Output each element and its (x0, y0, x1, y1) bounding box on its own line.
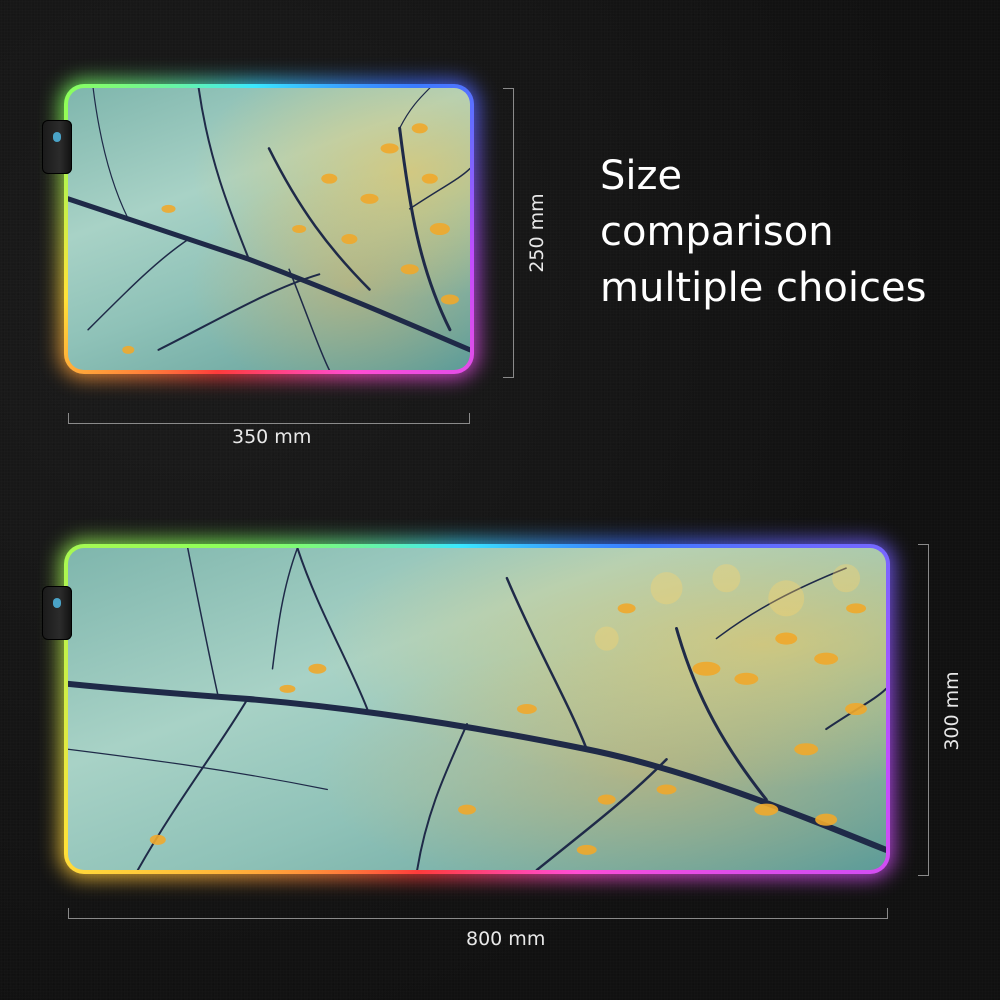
large-height-label: 300 mm (941, 671, 963, 751)
large-mousepad (42, 540, 894, 878)
connector-led (53, 132, 61, 142)
small-height-label: 250 mm (526, 193, 548, 273)
headline-line-1: Size (600, 153, 683, 199)
small-height-dimension-line (503, 88, 514, 378)
mousepad-artwork (68, 88, 470, 370)
large-height-dimension-line (918, 544, 929, 876)
large-width-dimension-line (68, 908, 888, 919)
small-width-dimension-line (68, 413, 470, 424)
large-width-label: 800 mm (466, 928, 546, 950)
usb-connector-icon (42, 120, 72, 174)
connector-led (53, 598, 61, 608)
small-mousepad (42, 80, 478, 378)
tree-branches-artwork (68, 88, 470, 370)
tree-branches-artwork (68, 548, 886, 870)
mousepad-artwork (68, 548, 886, 870)
headline-line-3: multiple choices (600, 265, 927, 311)
headline-line-2: comparison (600, 209, 834, 255)
small-width-label: 350 mm (232, 426, 312, 448)
usb-connector-icon (42, 586, 72, 640)
headline: Size comparison multiple choices (600, 148, 926, 316)
